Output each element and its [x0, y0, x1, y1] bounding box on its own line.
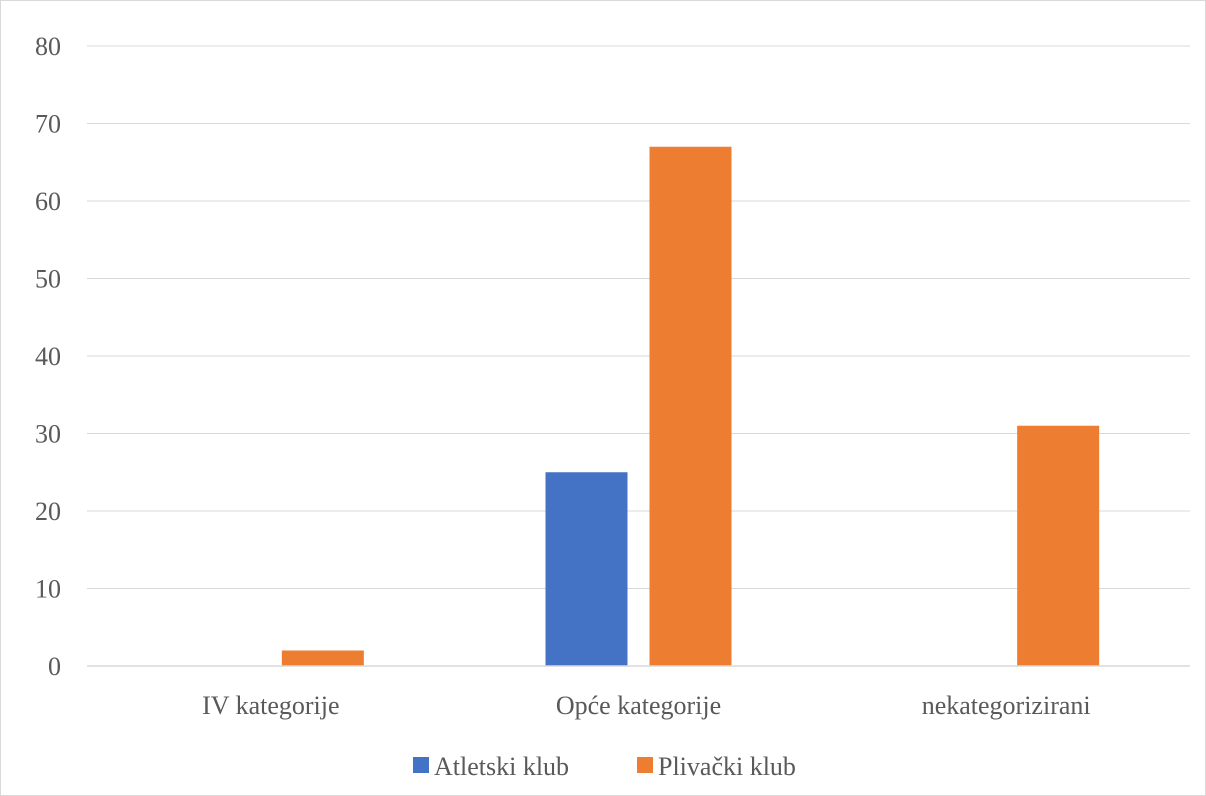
y-tick-label: 50 [35, 265, 61, 294]
bars [281, 146, 1100, 666]
legend-swatch [413, 757, 429, 773]
y-axis: 0 10 20 30 40 50 60 70 80 [35, 32, 61, 681]
gridlines [87, 45, 1190, 589]
y-tick-label: 30 [35, 420, 61, 449]
bar [1017, 425, 1100, 666]
y-tick-label: 80 [35, 32, 61, 61]
x-axis: IV kategorije Opće kategorije nekategorizi… [87, 665, 1190, 720]
y-tick-label: 0 [48, 652, 61, 681]
legend-label: Plivački klub [658, 752, 796, 781]
legend: Atletski klub Plivački klub [413, 752, 796, 781]
legend-label: Atletski klub [434, 752, 569, 781]
y-tick-label: 70 [35, 110, 61, 139]
bar [649, 146, 732, 666]
legend-swatch [637, 757, 653, 773]
bar [545, 472, 628, 666]
y-tick-label: 60 [35, 187, 61, 216]
bar [281, 650, 364, 666]
x-tick-label: IV kategorije [202, 691, 339, 720]
x-tick-label: Opće kategorije [556, 691, 721, 720]
x-tick-label: nekategorizirani [922, 691, 1091, 720]
y-tick-label: 20 [35, 497, 61, 526]
y-tick-label: 10 [35, 575, 61, 604]
y-tick-label: 40 [35, 342, 61, 371]
